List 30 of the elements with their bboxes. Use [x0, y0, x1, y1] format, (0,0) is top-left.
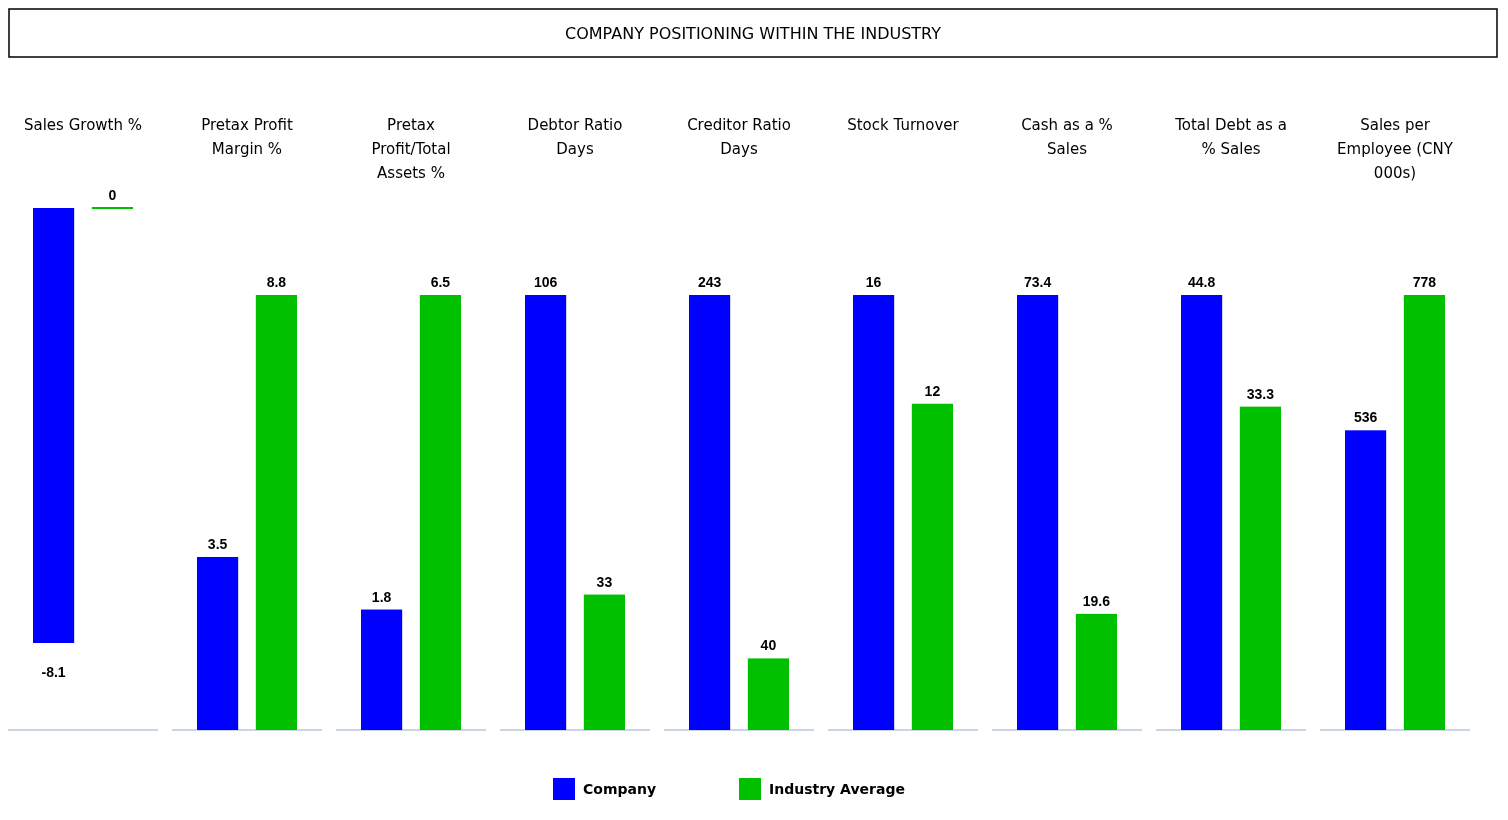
data-label: 106: [533, 274, 558, 290]
data-label: 16: [865, 274, 882, 290]
chart-title: Pretax Profit/Total Assets %: [371, 116, 451, 182]
data-label: 12: [924, 382, 941, 399]
data-label: 3.5: [207, 535, 228, 552]
chart-title: Total Debt as a % Sales: [1174, 116, 1287, 158]
data-label: 8.8: [266, 274, 287, 290]
data-label: 0: [108, 187, 117, 203]
legend-label: Industry Average: [769, 781, 905, 797]
chart-title: Sales per Employee (CNY 000s): [1337, 116, 1454, 182]
data-label: 44.8: [1187, 274, 1216, 290]
data-label: 40: [760, 637, 777, 654]
legend-label: Company: [583, 781, 657, 797]
chart-title: Sales Growth %: [23, 116, 143, 134]
data-label: 33: [596, 573, 613, 590]
data-label: 33.3: [1246, 385, 1275, 402]
chart-title: Creditor Ratio Days: [687, 116, 791, 158]
chart-title: Pretax Profit Margin %: [201, 116, 293, 158]
chart-title: Stock Turnover: [847, 116, 960, 134]
data-label: 536: [1353, 409, 1378, 426]
chart-title: Debtor Ratio Days: [527, 116, 623, 158]
data-label: 19.6: [1082, 592, 1111, 609]
data-label: 778: [1412, 274, 1437, 290]
data-label: 243: [697, 274, 722, 290]
chart-title: Cash as a % Sales: [1021, 116, 1113, 158]
text: COMPANY POSITIONING WITHIN THE INDUSTRY: [565, 24, 942, 43]
data-label: 1.8: [371, 588, 392, 605]
data-label: 73.4: [1023, 274, 1052, 290]
data-label: 6.5: [430, 274, 451, 290]
data-label: -8.1: [41, 664, 66, 680]
